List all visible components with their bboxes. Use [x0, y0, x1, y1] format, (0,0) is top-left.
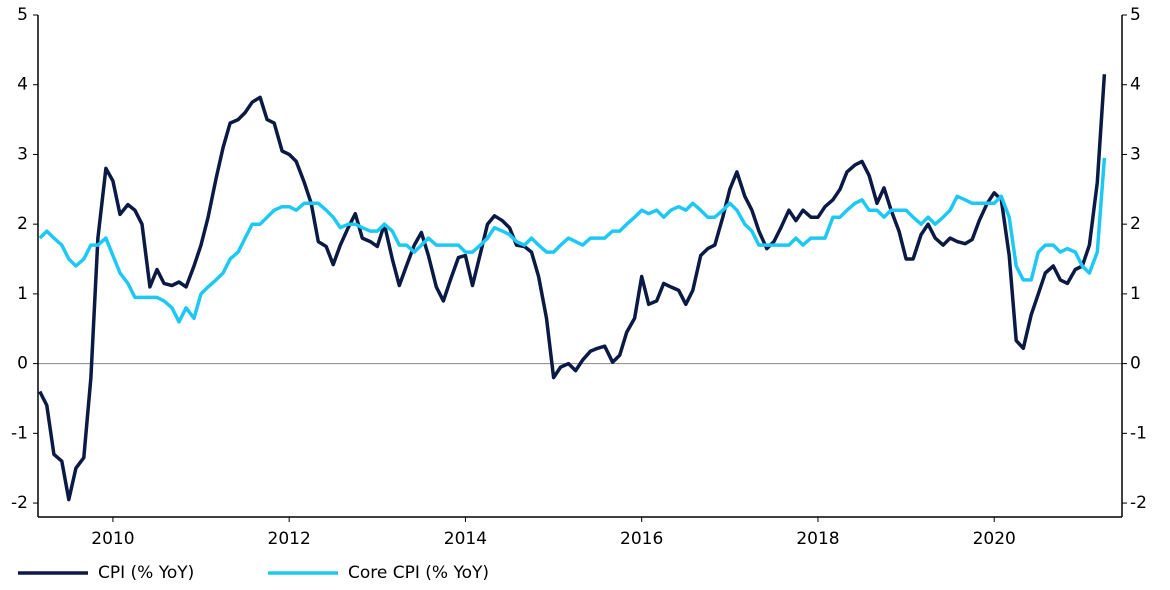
- legend-label: Core CPI (% YoY): [348, 563, 489, 583]
- y2-tick-label: 1: [1130, 284, 1141, 304]
- y-tick-label: 0: [17, 354, 28, 374]
- y-tick-label: -2: [11, 493, 28, 513]
- y-tick-label: 3: [17, 144, 28, 164]
- x-tick-label: 2018: [796, 529, 839, 549]
- x-tick-label: 2020: [973, 529, 1016, 549]
- y-tick-label: 1: [17, 284, 28, 304]
- x-tick-label: 2016: [620, 529, 663, 549]
- y2-tick-label: 2: [1130, 214, 1141, 234]
- y2-tick-label: 3: [1130, 144, 1141, 164]
- series-line: [38, 157, 1107, 324]
- y-tick-label: -1: [11, 423, 28, 443]
- x-tick-label: 2014: [444, 529, 487, 549]
- y2-tick-label: 5: [1130, 5, 1141, 25]
- y2-tick-label: -2: [1130, 493, 1147, 513]
- y-tick-label: 4: [17, 75, 28, 95]
- series-line: [38, 74, 1107, 502]
- y2-tick-label: 0: [1130, 354, 1141, 374]
- y-tick-label: 2: [17, 214, 28, 234]
- y2-tick-label: 4: [1130, 75, 1141, 95]
- x-tick-label: 2012: [268, 529, 311, 549]
- y-tick-label: 5: [17, 5, 28, 25]
- x-tick-label: 2010: [91, 529, 134, 549]
- y2-tick-label: -1: [1130, 423, 1147, 443]
- legend-label: CPI (% YoY): [98, 563, 194, 583]
